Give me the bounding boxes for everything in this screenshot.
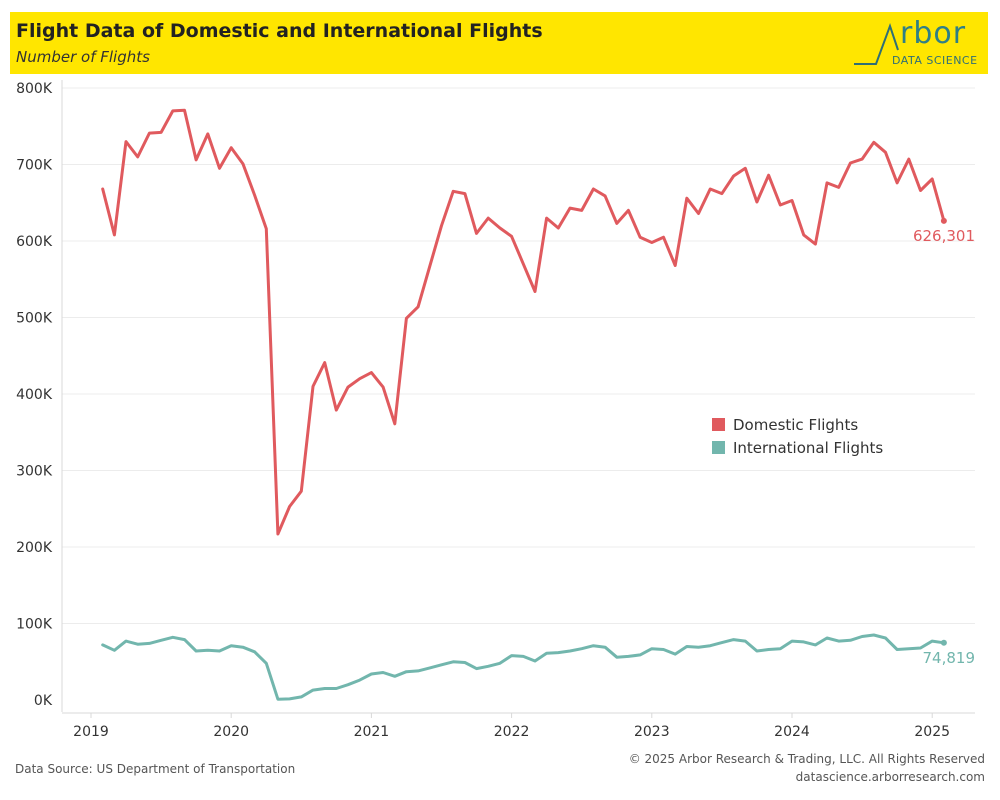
- series-line-international[interactable]: [101, 633, 946, 701]
- legend-swatch-domestic: [712, 418, 725, 431]
- x-tick-label: 2021: [354, 724, 390, 740]
- series-line-domestic[interactable]: [101, 108, 946, 536]
- x-tick-label: 2023: [634, 724, 670, 740]
- y-tick-label: 400K: [16, 387, 53, 403]
- website-link[interactable]: datascience.arborresearch.com: [795, 770, 985, 784]
- y-tick-label: 800K: [16, 81, 53, 97]
- x-tick-label: 2025: [914, 724, 950, 740]
- data-source-note: Data Source: US Department of Transporta…: [15, 762, 296, 776]
- legend-label-international: International Flights: [733, 438, 884, 457]
- x-tick-label: 2020: [213, 724, 249, 740]
- copyright-note: © 2025 Arbor Research & Trading, LLC. Al…: [628, 752, 985, 766]
- legend-item-domestic[interactable]: Domestic Flights: [712, 413, 883, 436]
- legend-item-international[interactable]: International Flights: [712, 436, 883, 459]
- logo-subtext: DATA SCIENCE: [892, 54, 978, 67]
- chart-header: Flight Data of Domestic and Internationa…: [10, 12, 988, 74]
- legend-label-domestic: Domestic Flights: [733, 415, 859, 434]
- logo-mark-icon: [854, 22, 899, 65]
- y-tick-label: 100K: [16, 617, 53, 633]
- x-tick-label: 2024: [774, 724, 810, 740]
- series-end-point-domestic[interactable]: [940, 217, 947, 224]
- legend-swatch-international: [712, 441, 725, 454]
- chart-legend: Domestic Flights International Flights: [712, 413, 883, 459]
- y-tick-label: 0K: [34, 693, 53, 709]
- arbor-logo: rbor DATA SCIENCE: [852, 16, 982, 72]
- end-value-label-domestic: 626,301: [913, 227, 975, 245]
- y-tick-label: 600K: [16, 234, 53, 250]
- x-tick-label: 2022: [494, 724, 530, 740]
- x-tick-label: 2019: [73, 724, 109, 740]
- y-tick-label: 500K: [16, 311, 53, 327]
- y-tick-label: 700K: [16, 158, 53, 174]
- chart-title: Flight Data of Domestic and Internationa…: [16, 20, 543, 42]
- logo-text: rbor: [900, 16, 967, 51]
- chart-subtitle: Number of Flights: [16, 48, 150, 66]
- y-tick-label: 300K: [16, 464, 53, 480]
- y-tick-label: 200K: [16, 540, 53, 556]
- end-value-label-international: 74,819: [923, 649, 976, 667]
- series-end-point-international[interactable]: [940, 639, 947, 646]
